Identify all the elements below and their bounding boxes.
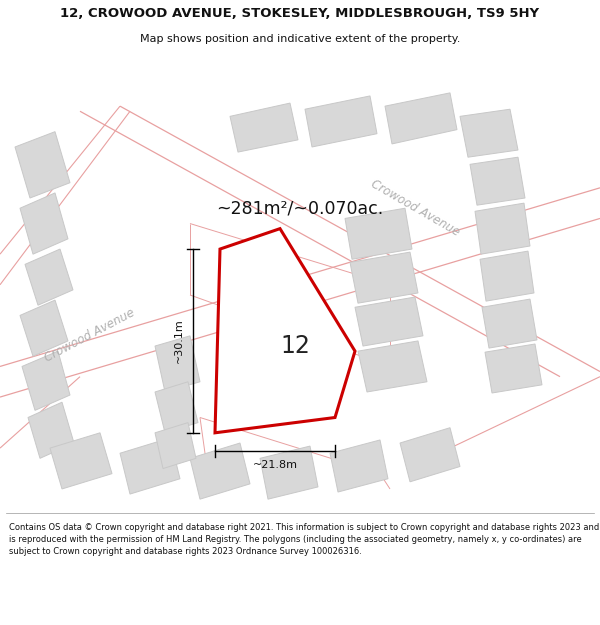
Polygon shape (215, 229, 355, 432)
Text: ~30.1m: ~30.1m (174, 319, 184, 363)
Polygon shape (350, 252, 418, 303)
Polygon shape (305, 96, 377, 147)
Polygon shape (155, 382, 198, 432)
Polygon shape (330, 440, 388, 492)
Polygon shape (400, 428, 460, 482)
Polygon shape (480, 251, 534, 301)
Polygon shape (155, 422, 196, 469)
Polygon shape (20, 300, 68, 356)
Polygon shape (482, 299, 537, 348)
Polygon shape (190, 443, 250, 499)
Text: 12: 12 (280, 334, 310, 358)
Text: Map shows position and indicative extent of the property.: Map shows position and indicative extent… (140, 34, 460, 44)
Polygon shape (15, 132, 70, 198)
Polygon shape (460, 109, 518, 157)
Polygon shape (22, 351, 70, 411)
Polygon shape (20, 193, 68, 254)
Polygon shape (470, 157, 525, 205)
Polygon shape (50, 432, 112, 489)
Polygon shape (260, 446, 318, 499)
Polygon shape (25, 249, 73, 305)
Polygon shape (120, 438, 180, 494)
Text: Crowood Avenue: Crowood Avenue (43, 306, 137, 365)
Text: Contains OS data © Crown copyright and database right 2021. This information is : Contains OS data © Crown copyright and d… (9, 523, 599, 556)
Polygon shape (475, 203, 530, 254)
Text: ~281m²/~0.070ac.: ~281m²/~0.070ac. (217, 199, 383, 217)
Polygon shape (28, 402, 74, 458)
Polygon shape (358, 341, 427, 392)
Text: ~21.8m: ~21.8m (253, 461, 298, 471)
Text: 12, CROWOOD AVENUE, STOKESLEY, MIDDLESBROUGH, TS9 5HY: 12, CROWOOD AVENUE, STOKESLEY, MIDDLESBR… (61, 8, 539, 21)
Polygon shape (345, 208, 412, 259)
Polygon shape (355, 297, 423, 346)
Polygon shape (155, 336, 200, 392)
Polygon shape (485, 344, 542, 393)
Text: Crowood Avenue: Crowood Avenue (368, 177, 461, 239)
Polygon shape (230, 103, 298, 152)
Polygon shape (385, 93, 457, 144)
